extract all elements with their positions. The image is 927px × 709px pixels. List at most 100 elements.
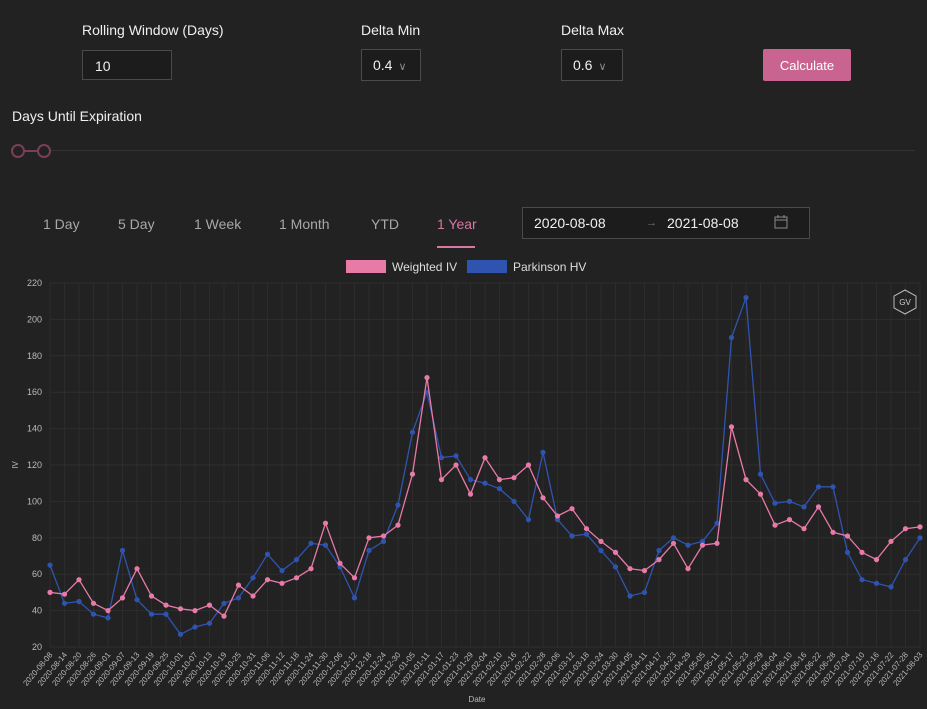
data-point-weighted-iv [656,557,662,563]
date-range-picker[interactable]: 2020-08-08 → 2021-08-08 [522,207,810,239]
data-point-parkinson-hv [888,584,894,590]
data-point-parkinson-hv [917,535,923,541]
data-point-weighted-iv [772,522,778,528]
data-point-weighted-iv [612,549,619,555]
data-point-weighted-iv [438,477,445,483]
data-point-weighted-iv [757,491,764,497]
data-point-weighted-iv [511,475,517,481]
data-point-parkinson-hv [714,520,720,526]
date-range-arrow-icon: → [646,217,657,229]
data-point-parkinson-hv [859,577,865,583]
data-point-weighted-iv [293,575,300,581]
data-point-weighted-iv [424,375,430,381]
y-axis-label: IV [11,461,20,469]
y-tick-label: 160 [27,387,42,397]
tab-ytd[interactable]: YTD [371,216,399,232]
active-tab-indicator [437,246,475,248]
data-point-parkinson-hv [61,600,68,606]
dte-slider-min-handle[interactable] [11,144,25,158]
data-point-weighted-iv [598,538,604,544]
data-point-parkinson-hv [235,595,242,601]
data-point-parkinson-hv [409,429,416,435]
delta-max-value: 0.6 [573,57,593,73]
data-point-parkinson-hv [337,564,343,570]
data-point-weighted-iv [61,591,68,597]
y-tick-label: 40 [32,606,42,616]
data-point-weighted-iv [743,477,749,483]
data-point-parkinson-hv [656,547,662,554]
data-point-weighted-iv [685,566,691,572]
data-point-weighted-iv [206,602,213,608]
data-point-weighted-iv [554,513,561,519]
tab-1-day[interactable]: 1 Day [43,216,80,232]
tab-1-week[interactable]: 1 Week [194,216,242,232]
data-point-weighted-iv [119,595,126,601]
legend-label-weighted-iv: Weighted IV [392,260,457,274]
data-point-parkinson-hv [293,557,300,563]
delta-min-label: Delta Min [361,22,421,38]
tab-5-day[interactable]: 5 Day [118,216,155,232]
dte-slider-track[interactable] [12,150,915,151]
iv-chart: 204060801001201401601802002202020-08-082… [11,260,925,704]
data-point-parkinson-hv [612,564,619,570]
data-point-weighted-iv [786,517,793,523]
data-point-parkinson-hv [641,589,648,595]
delta-max-select[interactable]: 0.6 ∨ [561,49,623,81]
data-point-weighted-iv [917,524,923,530]
data-point-weighted-iv [859,549,865,555]
data-point-parkinson-hv [467,477,474,483]
data-point-parkinson-hv [786,498,793,504]
dte-slider-range [20,150,44,152]
data-point-parkinson-hv [569,533,575,539]
data-point-parkinson-hv [525,517,532,523]
data-point-parkinson-hv [815,484,822,490]
data-point-weighted-iv [670,540,677,546]
data-point-weighted-iv [76,577,82,583]
calculate-button[interactable]: Calculate [763,49,851,81]
data-point-weighted-iv [250,593,256,599]
data-point-weighted-iv [540,495,546,501]
date-range-end[interactable]: 2021-08-08 [667,215,739,231]
data-point-parkinson-hv [395,502,401,508]
dte-slider-max-handle[interactable] [37,144,51,158]
data-point-parkinson-hv [627,593,633,599]
data-point-parkinson-hv [279,568,285,574]
calendar-icon[interactable] [774,214,788,233]
data-point-parkinson-hv [322,542,329,548]
data-point-parkinson-hv [496,486,503,492]
data-point-weighted-iv [409,471,416,477]
data-point-weighted-iv [888,538,894,544]
data-point-weighted-iv [380,533,387,539]
date-range-start[interactable]: 2020-08-08 [534,215,606,231]
data-point-parkinson-hv [598,547,604,554]
data-point-weighted-iv [279,580,285,586]
data-point-weighted-iv [395,522,401,528]
data-point-weighted-iv [453,462,459,468]
data-point-weighted-iv [801,526,807,532]
days-until-expiration-label: Days Until Expiration [12,108,142,124]
rolling-window-input[interactable]: 10 [82,50,172,80]
data-point-parkinson-hv [221,600,227,606]
gv-logo-text: GV [899,298,911,307]
data-point-weighted-iv [105,608,111,614]
data-point-parkinson-hv [134,597,140,603]
data-point-weighted-iv [90,600,97,606]
data-point-parkinson-hv [380,538,387,544]
data-point-parkinson-hv [554,517,561,523]
delta-min-select[interactable]: 0.4 ∨ [361,49,421,81]
tab-1-year[interactable]: 1 Year [437,216,477,232]
tab-1-month[interactable]: 1 Month [279,216,330,232]
data-point-weighted-iv [366,535,372,541]
data-point-parkinson-hv [192,624,198,630]
data-point-weighted-iv [830,529,836,535]
data-point-weighted-iv [308,566,314,572]
data-point-parkinson-hv [438,455,445,461]
data-point-weighted-iv [569,506,575,512]
data-point-weighted-iv [714,540,720,546]
data-point-parkinson-hv [482,480,488,486]
data-point-weighted-iv [192,608,198,614]
legend-label-parkinson-hv: Parkinson HV [513,260,586,274]
data-point-parkinson-hv [743,295,749,301]
data-point-parkinson-hv [148,611,155,617]
data-point-weighted-iv [351,575,358,581]
